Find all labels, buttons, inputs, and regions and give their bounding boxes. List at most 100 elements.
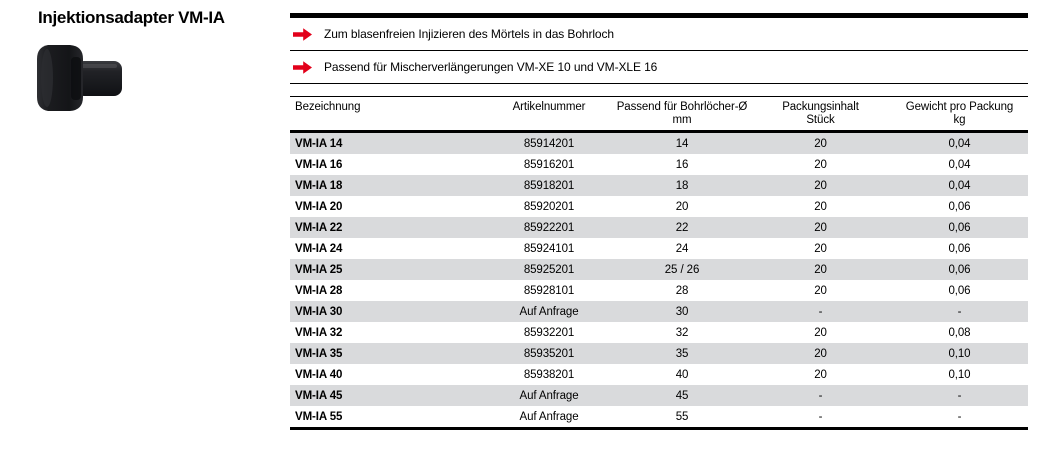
table-row: VM-IA 14 85914201 14 20 0,04 (290, 131, 1028, 154)
cell-bezeichnung: VM-IA 24 (295, 242, 343, 255)
cell-bezeichnung: VM-IA 55 (295, 410, 343, 423)
table-row: VM-IA 55 Auf Anfrage 55 - - (290, 406, 1028, 429)
cell-gewicht: 0,04 (948, 158, 971, 171)
cell-bohrloecher: 18 (675, 179, 689, 192)
cell-bohrloecher: 30 (675, 305, 689, 318)
table-row: VM-IA 25 85925201 25 / 26 20 0,06 (290, 259, 1028, 280)
col-header-label: Bezeichnung (295, 101, 361, 113)
col-header-gewicht: Gewicht pro Packung kg (891, 96, 1028, 133)
cell-packungsinhalt: 20 (814, 179, 827, 192)
cell-packungsinhalt: - (818, 389, 823, 402)
product-photo (37, 45, 122, 111)
cell-gewicht: 0,10 (948, 347, 971, 360)
cell-bezeichnung: VM-IA 20 (295, 200, 343, 213)
col-header-bezeichnung: Bezeichnung (290, 96, 484, 133)
red-arrow-icon (293, 60, 312, 74)
cell-packungsinhalt: 20 (814, 368, 827, 381)
cell-artikelnummer: 85932201 (523, 326, 575, 339)
cell-bohrloecher: 35 (675, 347, 689, 360)
cell-bohrloecher: 22 (675, 221, 689, 234)
cell-artikelnummer: 85925201 (523, 263, 575, 276)
cell-artikelnummer: 85914201 (523, 137, 575, 150)
product-details: Zum blasenfreien Injizieren des Mörtels … (290, 13, 1028, 430)
table-row: VM-IA 45 Auf Anfrage 45 - - (290, 385, 1028, 406)
cell-artikelnummer: Auf Anfrage (519, 389, 579, 402)
cell-gewicht: 0,06 (948, 200, 971, 213)
cell-bezeichnung: VM-IA 40 (295, 368, 343, 381)
cell-bezeichnung: VM-IA 35 (295, 347, 343, 360)
cell-gewicht: - (957, 305, 962, 318)
table-header-row: Bezeichnung Artikelnummer Passend für Bo… (290, 96, 1028, 133)
cell-packungsinhalt: 20 (814, 200, 827, 213)
cell-packungsinhalt: - (818, 410, 823, 423)
col-header-packungsinhalt: Packungsinhalt Stück (750, 96, 891, 133)
cell-bohrloecher: 20 (675, 200, 689, 213)
products-table: Bezeichnung Artikelnummer Passend für Bo… (290, 96, 1028, 430)
cell-artikelnummer: 85924101 (523, 242, 575, 255)
cell-gewicht: 0,06 (948, 284, 971, 297)
cell-gewicht: 0,06 (948, 263, 971, 276)
cell-packungsinhalt: 20 (814, 137, 827, 150)
cell-bezeichnung: VM-IA 28 (295, 284, 343, 297)
feature-text: Zum blasenfreien Injizieren des Mörtels … (324, 27, 614, 41)
cell-artikelnummer: Auf Anfrage (519, 305, 579, 318)
table-row: VM-IA 28 85928101 28 20 0,06 (290, 280, 1028, 301)
cell-bezeichnung: VM-IA 16 (295, 158, 343, 171)
cell-bohrloecher: 25 / 26 (664, 263, 700, 276)
cell-bohrloecher: 28 (675, 284, 689, 297)
cell-gewicht: 0,08 (948, 326, 971, 339)
cell-packungsinhalt: - (818, 305, 823, 318)
col-header-unit: Stück (806, 114, 835, 126)
cell-packungsinhalt: 20 (814, 242, 827, 255)
cell-packungsinhalt: 20 (814, 284, 827, 297)
cell-gewicht: 0,04 (948, 137, 971, 150)
cell-artikelnummer: 85922201 (523, 221, 575, 234)
cell-gewicht: 0,04 (948, 179, 971, 192)
cell-bezeichnung: VM-IA 32 (295, 326, 343, 339)
table-row: VM-IA 30 Auf Anfrage 30 - - (290, 301, 1028, 322)
cell-bezeichnung: VM-IA 30 (295, 305, 343, 318)
top-divider-bar (290, 13, 1028, 18)
product-header: Injektionsadapter VM-IA (37, 8, 278, 111)
col-header-bohrloecher: Passend für Bohrlöcher-Ø mm (614, 96, 750, 133)
col-header-label: Gewicht pro Packung (905, 101, 1014, 113)
table-row: VM-IA 24 85924101 24 20 0,06 (290, 238, 1028, 259)
feature-list: Zum blasenfreien Injizieren des Mörtels … (290, 18, 1028, 84)
cell-bezeichnung: VM-IA 22 (295, 221, 343, 234)
cell-bezeichnung: VM-IA 18 (295, 179, 343, 192)
cell-gewicht: 0,06 (948, 221, 971, 234)
table-row: VM-IA 32 85932201 32 20 0,08 (290, 322, 1028, 343)
cell-bohrloecher: 40 (675, 368, 689, 381)
cell-artikelnummer: 85938201 (523, 368, 575, 381)
table-row: VM-IA 18 85918201 18 20 0,04 (290, 175, 1028, 196)
table-row: VM-IA 35 85935201 35 20 0,10 (290, 343, 1028, 364)
red-arrow-icon (293, 27, 312, 41)
table-row: VM-IA 22 85922201 22 20 0,06 (290, 217, 1028, 238)
col-header-artikelnummer: Artikelnummer (484, 96, 614, 133)
col-header-label: Packungsinhalt (782, 101, 859, 113)
table-row: VM-IA 16 85916201 16 20 0,04 (290, 154, 1028, 175)
cell-bezeichnung: VM-IA 14 (295, 137, 343, 150)
cell-artikelnummer: Auf Anfrage (519, 410, 579, 423)
cell-artikelnummer: 85935201 (523, 347, 575, 360)
cell-packungsinhalt: 20 (814, 263, 827, 276)
cell-gewicht: 0,06 (948, 242, 971, 255)
col-header-label: Passend für Bohrlöcher-Ø (616, 101, 748, 113)
cell-packungsinhalt: 20 (814, 347, 827, 360)
cell-bohrloecher: 45 (675, 389, 689, 402)
cell-packungsinhalt: 20 (814, 221, 827, 234)
cell-bohrloecher: 55 (675, 410, 689, 423)
cell-artikelnummer: 85918201 (523, 179, 575, 192)
cell-bohrloecher: 24 (675, 242, 689, 255)
cell-artikelnummer: 85920201 (523, 200, 575, 213)
table-row: VM-IA 40 85938201 40 20 0,10 (290, 364, 1028, 385)
cell-bezeichnung: VM-IA 25 (295, 263, 343, 276)
cell-packungsinhalt: 20 (814, 158, 827, 171)
feature-item: Passend für Mischerverlängerungen VM-XE … (290, 51, 1028, 84)
col-header-unit: mm (672, 114, 692, 126)
cell-bohrloecher: 14 (675, 137, 689, 150)
table-body: VM-IA 14 85914201 14 20 0,04 VM-IA 16 85916201… (290, 131, 1028, 429)
page-title: Injektionsadapter VM-IA (38, 8, 225, 27)
cell-bohrloecher: 32 (675, 326, 689, 339)
col-header-label: Artikelnummer (512, 101, 586, 113)
